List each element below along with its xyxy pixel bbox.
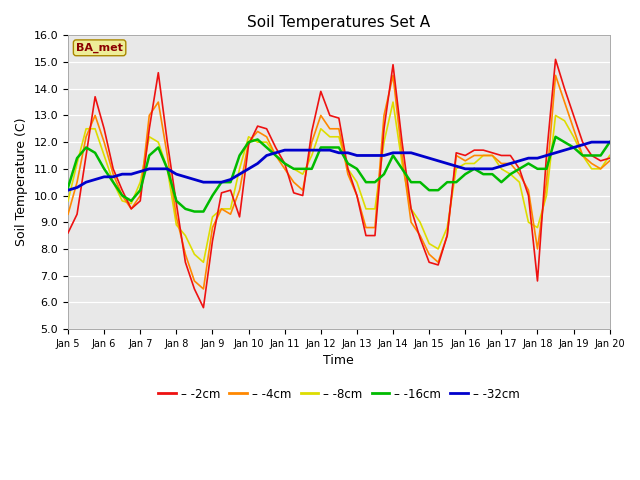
Y-axis label: Soil Temperature (C): Soil Temperature (C) [15,118,28,246]
Text: BA_met: BA_met [76,43,123,53]
X-axis label: Time: Time [323,354,354,367]
Legend: – -2cm, – -4cm, – -8cm, – -16cm, – -32cm: – -2cm, – -4cm, – -8cm, – -16cm, – -32cm [154,383,524,405]
Title: Soil Temperatures Set A: Soil Temperatures Set A [247,15,431,30]
